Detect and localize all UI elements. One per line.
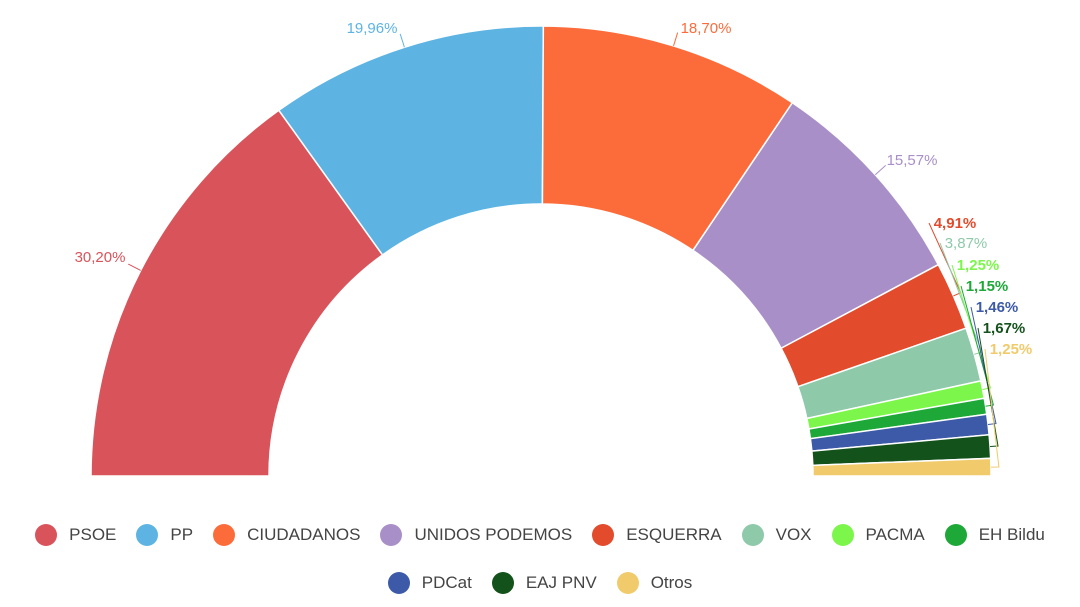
legend-item-pacma[interactable]: PACMA <box>831 524 925 546</box>
data-label-pdcat: 1,46% <box>976 299 1019 316</box>
slice-psoe <box>90 109 384 477</box>
data-label-eh-bildu: 1,15% <box>966 278 1009 295</box>
legend-swatch <box>491 572 514 594</box>
legend-item-vox[interactable]: VOX <box>741 524 812 546</box>
legend-swatch <box>35 524 58 546</box>
chart-slices <box>90 25 992 477</box>
legend-swatch <box>741 524 764 546</box>
legend-label: EH Bildu <box>978 525 1045 544</box>
legend-item-esquerra[interactable]: ESQUERRA <box>592 524 722 546</box>
legend-item-eaj-pnv[interactable]: EAJ PNV <box>491 572 597 594</box>
legend-swatch <box>831 524 854 546</box>
legend-item-unidos-podemos[interactable]: UNIDOS PODEMOS <box>380 524 572 546</box>
leader-line-unidos-podemos <box>874 165 887 176</box>
legend-swatch <box>616 572 639 594</box>
legend-item-pdcat[interactable]: PDCat <box>387 572 472 594</box>
legend-item-eh-bildu[interactable]: EH Bildu <box>944 524 1045 546</box>
legend-label: PDCat <box>421 573 472 592</box>
data-label-psoe: 30,20% <box>75 249 126 266</box>
leader-line-pdcat <box>970 306 997 426</box>
leader-line-pacma <box>951 264 992 391</box>
legend-label: EAJ PNV <box>525 573 597 592</box>
legend-swatch <box>380 524 403 546</box>
leader-line-eaj-pnv <box>977 327 999 448</box>
legend-label: VOX <box>775 525 812 544</box>
leader-line-otros <box>984 348 1000 468</box>
legend-label: ESQUERRA <box>626 525 722 544</box>
chart-data-labels: 30,20% 19,96% 18,70% 15,57% 4,91% 3,87% 1,25% 1… <box>75 20 1033 358</box>
legend-label: CIUDADANOS <box>247 525 361 544</box>
leader-line-psoe <box>128 263 141 271</box>
leader-line-pp <box>399 33 405 48</box>
legend-swatch <box>944 524 967 546</box>
legend-item-pp[interactable]: PP <box>136 524 193 546</box>
legend-label: Otros <box>650 573 693 592</box>
data-label-esquerra: 4,91% <box>934 215 977 232</box>
data-label-vox: 3,87% <box>945 235 988 252</box>
data-label-ciudadanos: 18,70% <box>681 20 732 37</box>
legend-swatch <box>592 524 615 546</box>
leader-line-eh-bildu <box>960 285 995 407</box>
data-label-pacma: 1,25% <box>957 257 1000 274</box>
chart-leader-lines <box>128 32 1000 468</box>
data-label-eaj-pnv: 1,67% <box>983 320 1026 337</box>
legend-row-1: PSOE PP CIUDADANOS UNIDOS PODEMOS ESQUERRA VO… <box>0 524 1080 546</box>
data-label-unidos-podemos: 15,57% <box>887 152 938 169</box>
legend-swatch <box>213 524 236 546</box>
legend-label: PACMA <box>865 525 925 544</box>
legend-swatch <box>387 572 410 594</box>
legend-label: UNIDOS PODEMOS <box>414 525 573 544</box>
legend-row-2: PDCat EAJ PNV Otros <box>0 572 1080 594</box>
legend-label: PP <box>170 525 194 544</box>
data-label-otros: 1,25% <box>990 341 1033 358</box>
data-label-pp: 19,96% <box>347 20 398 37</box>
slice-otros <box>812 457 992 477</box>
legend-item-ciudadanos[interactable]: CIUDADANOS <box>213 524 360 546</box>
leader-line-ciudadanos <box>673 32 679 47</box>
legend-label: PSOE <box>69 525 117 544</box>
legend-swatch <box>136 524 159 546</box>
legend-item-psoe[interactable]: PSOE <box>35 524 116 546</box>
legend-item-otros[interactable]: Otros <box>616 572 693 594</box>
